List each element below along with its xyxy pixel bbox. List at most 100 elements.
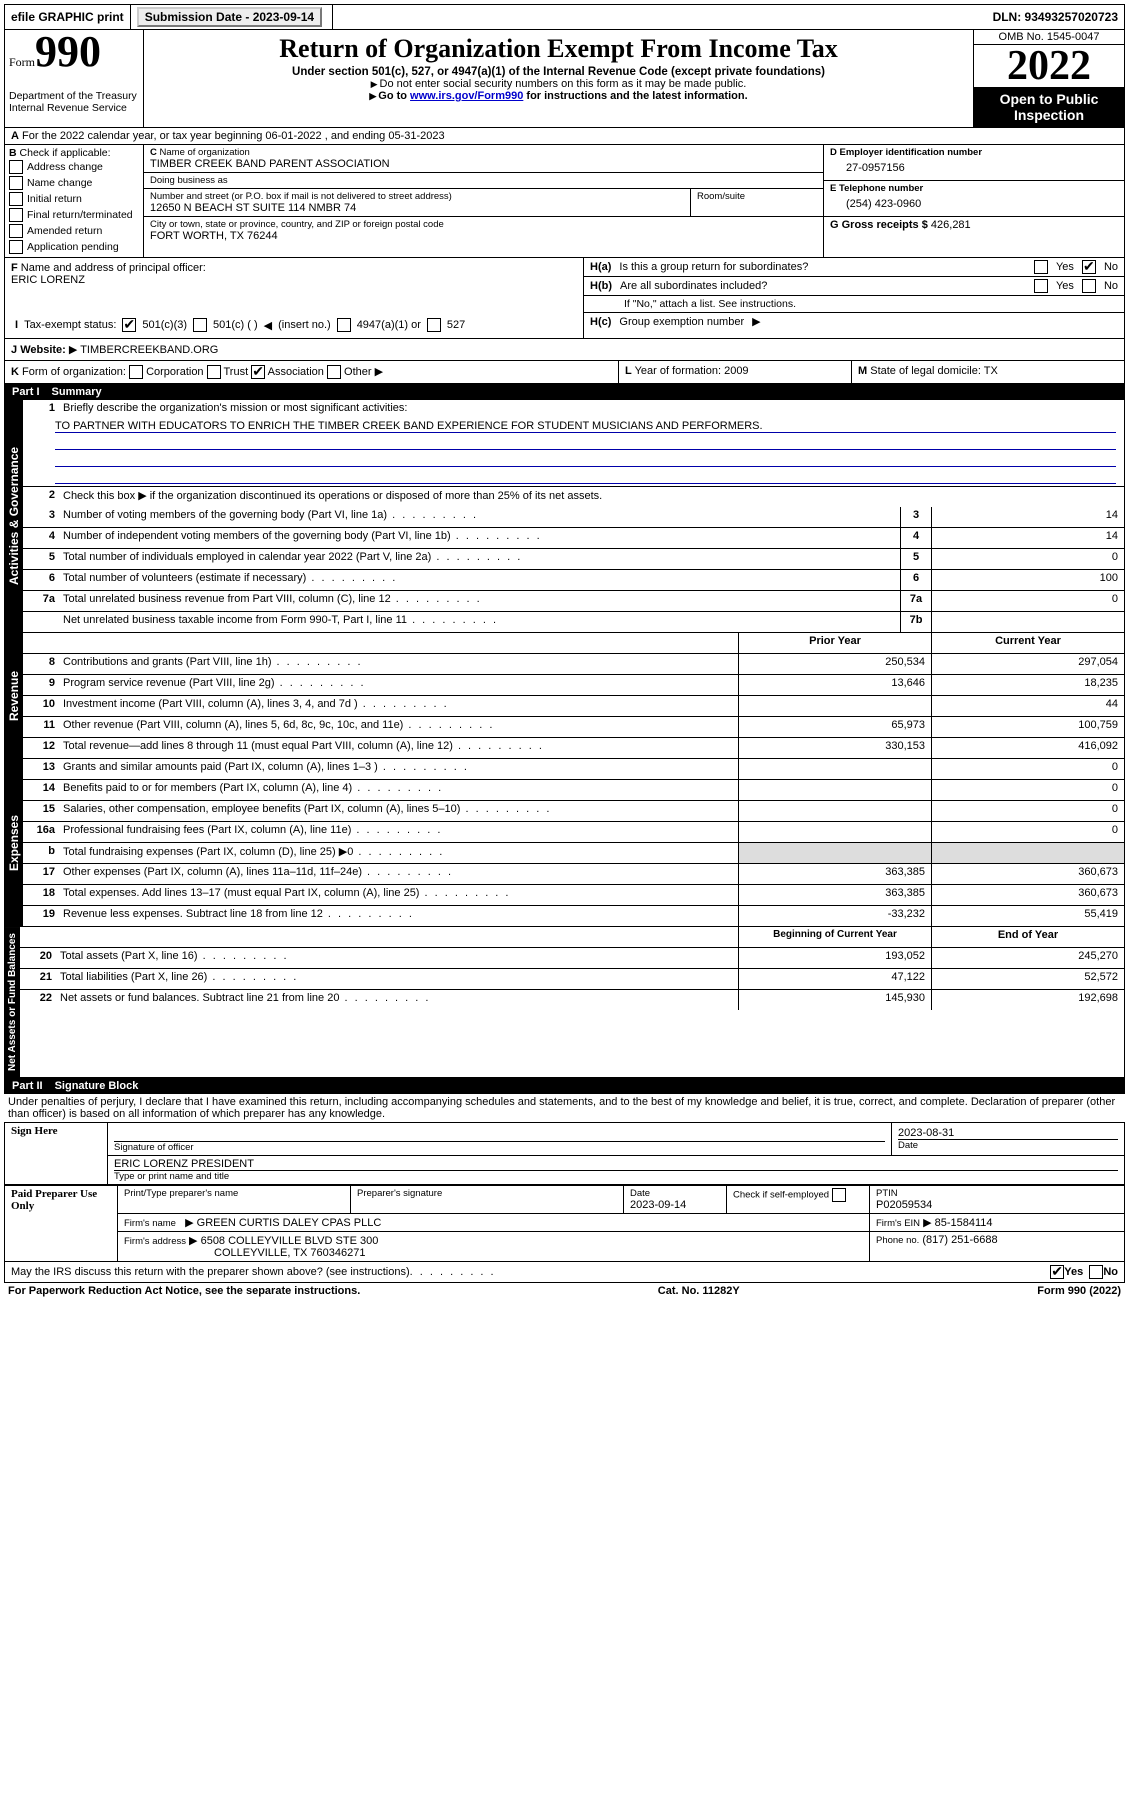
- opt-other: Other: [344, 366, 372, 378]
- row-prior: 65,973: [738, 717, 931, 737]
- chk-ha-no[interactable]: [1082, 260, 1096, 274]
- row-num: b: [23, 843, 59, 863]
- ha-label: Is this a group return for subordinates?: [619, 261, 1026, 273]
- data-row: 21 Total liabilities (Part X, line 26) 4…: [20, 969, 1124, 990]
- row-text: Number of voting members of the governin…: [59, 507, 900, 527]
- chk-corp[interactable]: [129, 365, 143, 379]
- letter-c: C: [150, 147, 157, 158]
- prep-sig-label: Preparer's signature: [357, 1188, 617, 1199]
- dln-label: DLN: 93493257020723: [987, 5, 1124, 29]
- part2-title: Signature Block: [55, 1080, 139, 1092]
- chk-mayirs-yes[interactable]: [1050, 1265, 1064, 1279]
- chk-hb-no[interactable]: [1082, 279, 1096, 293]
- form-number: 990: [35, 27, 101, 76]
- type-name-label: Type or print name and title: [114, 1170, 1118, 1182]
- data-row: 13 Grants and similar amounts paid (Part…: [23, 759, 1124, 780]
- row-num: 5: [23, 549, 59, 569]
- chk-mayirs-no[interactable]: [1089, 1265, 1103, 1279]
- chk-initial-return[interactable]: [9, 192, 23, 206]
- row-num: 20: [20, 948, 56, 968]
- row-prior: 363,385: [738, 864, 931, 884]
- row-num: [23, 612, 59, 632]
- row-current: 0: [931, 822, 1124, 842]
- chk-501c[interactable]: [193, 318, 207, 332]
- row-text: Total fundraising expenses (Part IX, col…: [59, 843, 738, 863]
- gov-row: 6 Total number of volunteers (estimate i…: [23, 570, 1124, 591]
- firm-ein-label: Firm's EIN: [876, 1218, 920, 1229]
- row-num: 16a: [23, 822, 59, 842]
- chk-ha-yes[interactable]: [1034, 260, 1048, 274]
- chk-527[interactable]: [427, 318, 441, 332]
- row-box: 7b: [900, 612, 931, 632]
- ein-label: Employer identification number: [840, 147, 983, 158]
- section-revenue: Revenue Prior Year Current Year 8 Contri…: [4, 633, 1125, 759]
- data-row: 15 Salaries, other compensation, employe…: [23, 801, 1124, 822]
- tax-year: 2022: [974, 45, 1124, 87]
- chk-4947[interactable]: [337, 318, 351, 332]
- opt-initial-return: Initial return: [27, 193, 82, 205]
- domicile-value: TX: [984, 365, 998, 377]
- opt-app-pending: Application pending: [27, 241, 119, 253]
- data-row: b Total fundraising expenses (Part IX, c…: [23, 843, 1124, 864]
- prep-date-label: Date: [630, 1188, 720, 1199]
- submission-date-button[interactable]: Submission Date - 2023-09-14: [137, 7, 322, 27]
- chk-trust[interactable]: [207, 365, 221, 379]
- ha-no: No: [1104, 261, 1118, 273]
- footer-left: For Paperwork Reduction Act Notice, see …: [8, 1285, 360, 1297]
- opt-final-return: Final return/terminated: [27, 209, 133, 221]
- chk-final-return[interactable]: [9, 208, 23, 222]
- instructions-link[interactable]: www.irs.gov/Form990: [410, 90, 523, 102]
- letter-j: J: [11, 344, 17, 356]
- row-current: 297,054: [931, 654, 1124, 674]
- k-block: K Form of organization: Corporation Trus…: [5, 361, 618, 383]
- row-num: 4: [23, 528, 59, 548]
- footer-right: Form 990 (2022): [1037, 1285, 1121, 1297]
- prep-date: 2023-09-14: [630, 1199, 720, 1211]
- line-2-num: 2: [23, 487, 59, 507]
- row-num: 9: [23, 675, 59, 695]
- opt-address-change: Address change: [27, 161, 103, 173]
- chk-hb-yes[interactable]: [1034, 279, 1048, 293]
- chk-address-change[interactable]: [9, 160, 23, 174]
- row-text: Other revenue (Part VIII, column (A), li…: [59, 717, 738, 737]
- row-text: Professional fundraising fees (Part IX, …: [59, 822, 738, 842]
- line-2-text: Check this box ▶ if the organization dis…: [59, 487, 1124, 507]
- sig-date: 2023-08-31: [898, 1127, 1118, 1139]
- opt-501c: 501(c) ( ): [213, 319, 258, 331]
- firm-addr1: 6508 COLLEYVILLE BLVD STE 300: [201, 1235, 379, 1247]
- letter-ha: H(a): [590, 261, 611, 273]
- row-prior: 13,646: [738, 675, 931, 695]
- section-governance: Activities & Governance 1 Briefly descri…: [4, 400, 1125, 633]
- m-block: M State of legal domicile: TX: [851, 361, 1124, 383]
- row-current: [931, 843, 1124, 863]
- chk-amended[interactable]: [9, 224, 23, 238]
- ein-value: 27-0957156: [830, 158, 1118, 178]
- opt-501c3: 501(c)(3): [142, 319, 187, 331]
- chk-assoc[interactable]: [251, 365, 265, 379]
- mission-blank-1: [55, 435, 1116, 450]
- row-num: 6: [23, 570, 59, 590]
- prep-selfemp: Check if self-employed: [733, 1188, 863, 1202]
- form-title: Return of Organization Exempt From Incom…: [152, 34, 965, 64]
- row-text: Total number of individuals employed in …: [59, 549, 900, 569]
- chk-other[interactable]: [327, 365, 341, 379]
- row-box: 3: [900, 507, 931, 527]
- chk-app-pending[interactable]: [9, 240, 23, 254]
- opt-assoc: Association: [268, 366, 324, 378]
- dba-label: Doing business as: [150, 175, 817, 186]
- chk-name-change[interactable]: [9, 176, 23, 190]
- chk-501c3[interactable]: [122, 318, 136, 332]
- hb-label: Are all subordinates included?: [620, 280, 1026, 292]
- letter-g: G: [830, 219, 839, 231]
- sig-date-label: Date: [898, 1139, 1118, 1151]
- form-header: Form990 Department of the Treasury Inter…: [4, 30, 1125, 128]
- row-value: 14: [931, 507, 1124, 527]
- row-text: Net unrelated business taxable income fr…: [59, 612, 900, 632]
- row-text: Other expenses (Part IX, column (A), lin…: [59, 864, 738, 884]
- firm-name: GREEN CURTIS DALEY CPAS PLLC: [197, 1217, 382, 1229]
- opt-amended: Amended return: [27, 225, 102, 237]
- row-prior: [738, 696, 931, 716]
- ptin-label: PTIN: [876, 1188, 1118, 1199]
- chk-self-employed[interactable]: [832, 1188, 846, 1202]
- sign-here-label: Sign Here: [5, 1123, 108, 1185]
